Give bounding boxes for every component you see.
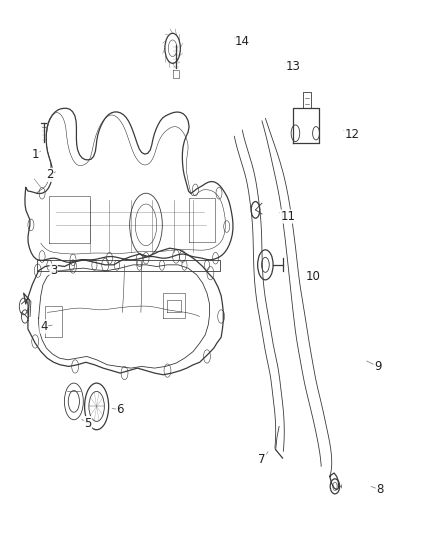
Text: 6: 6 <box>117 403 124 416</box>
Text: 12: 12 <box>345 128 360 141</box>
Text: 13: 13 <box>286 60 300 73</box>
Text: 8: 8 <box>376 483 384 496</box>
Text: 2: 2 <box>46 168 53 181</box>
Text: 11: 11 <box>280 210 295 223</box>
Text: 10: 10 <box>306 270 321 283</box>
Ellipse shape <box>330 479 339 494</box>
Text: 7: 7 <box>258 453 266 466</box>
Text: 3: 3 <box>50 264 57 277</box>
Text: 14: 14 <box>235 35 250 48</box>
Text: 9: 9 <box>374 360 381 373</box>
Text: 5: 5 <box>85 417 92 430</box>
Text: 4: 4 <box>40 320 48 333</box>
Text: 1: 1 <box>32 148 39 160</box>
